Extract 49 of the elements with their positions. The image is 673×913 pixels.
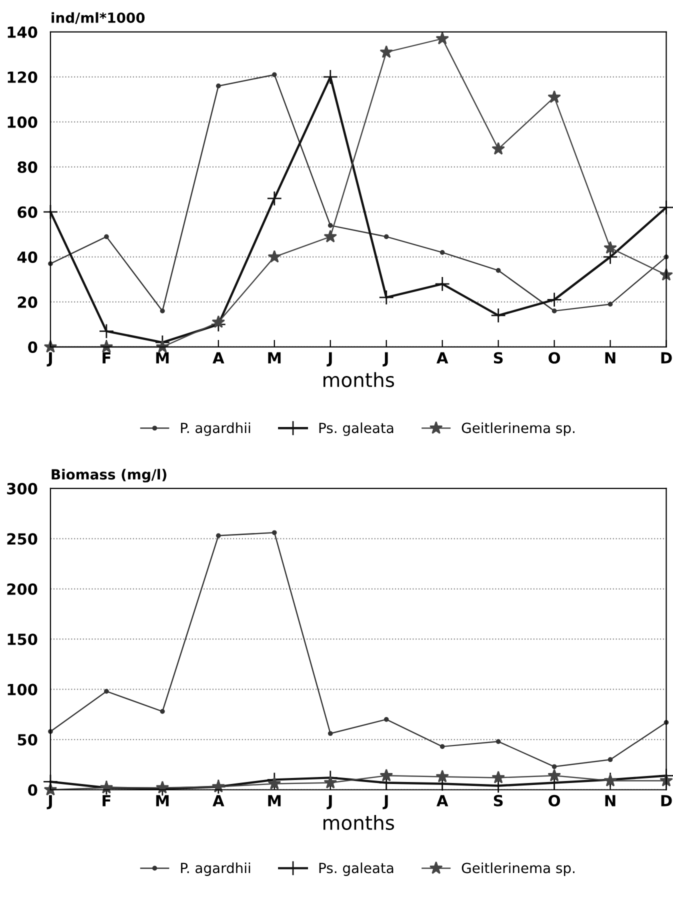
x-tick-label: F — [102, 352, 110, 364]
x-tick-label: J — [326, 352, 332, 366]
x-tick-label: J — [382, 352, 388, 366]
x-tick-label: A — [436, 352, 448, 364]
x-tick-label: D — [661, 352, 672, 364]
y-axis-title: Biomass (mg/l) — [52, 468, 166, 482]
x-tick-label: J — [46, 795, 52, 810]
legend-label: Ps. galeata — [319, 862, 394, 876]
y-tick-label: 300 — [7, 482, 38, 494]
x-tick-label: A — [212, 795, 224, 806]
y-tick-label: 80 — [18, 161, 38, 173]
x-tick-label: S — [494, 794, 503, 806]
y-axis-title: ind/ml*1000 — [52, 12, 145, 24]
x-tick-label: J — [326, 795, 332, 810]
legend-label: P. agardhii — [181, 422, 250, 436]
y-tick-label: 40 — [17, 251, 38, 263]
x-tick-label: J — [382, 795, 388, 810]
y-tick-label: 250 — [7, 533, 38, 545]
y-tick-label: 100 — [8, 684, 38, 696]
x-tick-label: D — [661, 795, 672, 806]
x-tick-label: M — [268, 352, 281, 364]
x-tick-label: M — [156, 795, 169, 806]
legend-label: Ps. galeata — [319, 422, 394, 436]
x-tick-label: A — [436, 795, 448, 806]
legend-label: Geitlerinema sp. — [462, 422, 574, 436]
x-tick-label: F — [102, 795, 110, 806]
x-tick-label: N — [605, 795, 616, 806]
y-tick-label: 0 — [28, 341, 38, 353]
y-tick-label: 120 — [8, 71, 38, 83]
y-tick-label: 60 — [18, 206, 38, 218]
y-tick-label: 20 — [18, 296, 38, 308]
x-tick-label: S — [494, 352, 503, 364]
x-axis-title: months — [324, 372, 394, 388]
y-tick-label: 150 — [8, 634, 38, 646]
y-tick-label: 100 — [8, 116, 38, 128]
x-tick-label: N — [605, 352, 616, 364]
legend-label: Geitlerinema sp. — [462, 862, 574, 876]
y-tick-label: 200 — [7, 583, 38, 595]
x-tick-label: O — [548, 794, 560, 806]
x-tick-label: A — [212, 352, 224, 364]
y-tick-label: 140 — [8, 26, 38, 38]
x-tick-label: O — [548, 352, 560, 364]
y-tick-label: 0 — [28, 784, 38, 796]
x-axis-title: months — [324, 814, 394, 830]
legend-label: P. agardhii — [181, 862, 250, 876]
x-tick-label: J — [46, 352, 52, 366]
x-tick-label: M — [156, 352, 169, 364]
x-tick-label: M — [268, 795, 281, 806]
y-tick-label: 50 — [18, 734, 38, 746]
